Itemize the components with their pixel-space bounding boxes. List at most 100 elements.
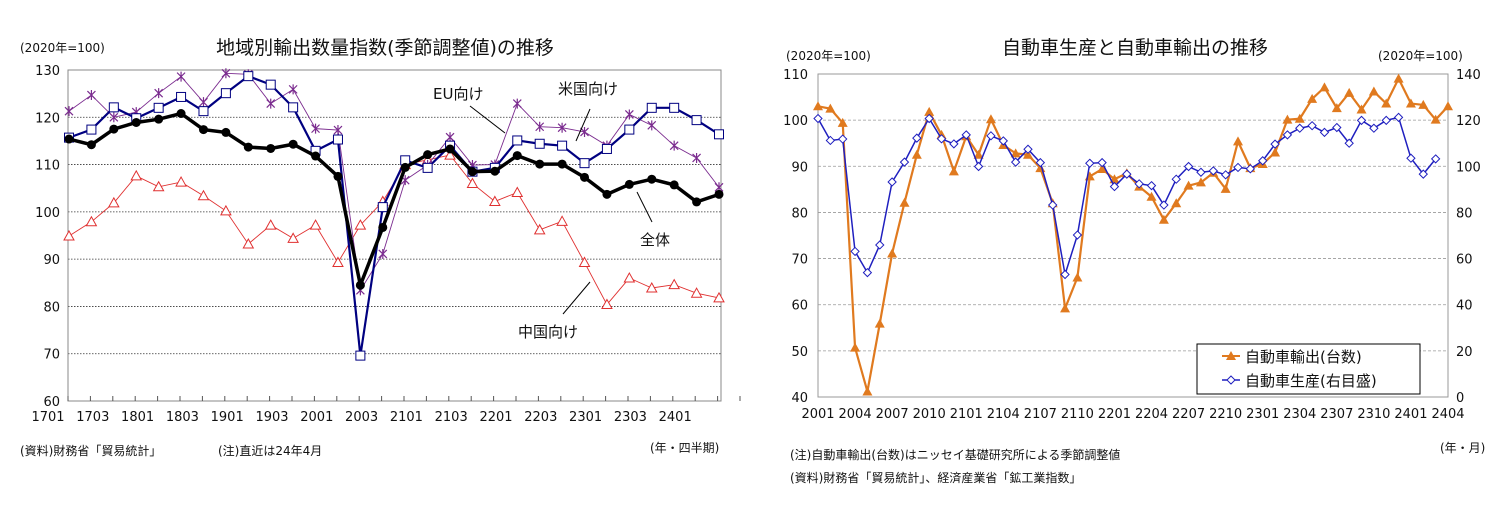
data-point-export bbox=[1307, 93, 1318, 103]
data-point bbox=[130, 169, 143, 181]
x-tick-label: 2010 bbox=[913, 407, 946, 422]
data-point-production bbox=[875, 240, 885, 250]
data-point-production bbox=[1418, 169, 1429, 179]
right-y-unit-left: (2020年=100) bbox=[786, 49, 871, 63]
data-point bbox=[199, 97, 208, 108]
data-point bbox=[601, 298, 613, 310]
data-point-export bbox=[1270, 147, 1281, 157]
legend-export: 自動車輸出(台数) bbox=[1245, 348, 1362, 366]
arrow-us bbox=[575, 108, 591, 142]
data-point bbox=[714, 129, 724, 140]
y-tick-label-right: 60 bbox=[1456, 253, 1473, 268]
data-point bbox=[578, 256, 591, 267]
data-point bbox=[176, 91, 187, 102]
x-tick-label: 2107 bbox=[1024, 407, 1057, 422]
data-point-export bbox=[973, 149, 984, 159]
data-point bbox=[646, 102, 657, 113]
data-point-production bbox=[1332, 122, 1342, 133]
data-point-production bbox=[1122, 169, 1132, 179]
x-tick-label: 2310 bbox=[1357, 407, 1390, 422]
data-point bbox=[557, 159, 567, 169]
data-point bbox=[198, 106, 209, 117]
data-point-production bbox=[850, 246, 860, 257]
legend: 自動車輸出(台数) 自動車生産(右目盛) bbox=[1196, 343, 1421, 395]
data-point-production bbox=[1146, 180, 1157, 191]
data-point-export bbox=[1282, 114, 1293, 124]
data-point-production bbox=[887, 177, 897, 187]
data-point-production bbox=[1220, 170, 1231, 180]
series-line bbox=[68, 154, 720, 306]
data-point bbox=[333, 125, 343, 136]
data-point-production bbox=[949, 139, 959, 149]
data-point-production bbox=[1183, 161, 1194, 172]
data-point bbox=[669, 102, 680, 113]
data-point bbox=[309, 219, 322, 230]
x-tick-label: 2204 bbox=[1135, 407, 1168, 422]
data-point-export bbox=[985, 114, 996, 124]
data-point-production bbox=[1047, 200, 1058, 210]
left-note: (注)直近は24年4月 bbox=[218, 443, 322, 458]
data-point bbox=[242, 237, 255, 249]
y-tick-label-left: 80 bbox=[791, 206, 808, 221]
data-point-production bbox=[1035, 157, 1046, 168]
data-point bbox=[669, 140, 679, 151]
data-point bbox=[580, 172, 590, 182]
data-point-production bbox=[1159, 200, 1169, 210]
data-point bbox=[175, 176, 187, 187]
data-point bbox=[400, 162, 410, 172]
data-point-export bbox=[1220, 183, 1231, 193]
label-china: 中国向け bbox=[518, 323, 578, 341]
data-point-export bbox=[1368, 86, 1379, 96]
arrow-china bbox=[562, 281, 591, 315]
data-point bbox=[287, 232, 299, 243]
data-point bbox=[264, 219, 277, 230]
data-point bbox=[109, 124, 119, 134]
data-point-production bbox=[825, 135, 836, 146]
data-point-export bbox=[837, 117, 848, 127]
x-tick-label: 2201 bbox=[1098, 407, 1131, 422]
data-point bbox=[154, 88, 164, 99]
data-point bbox=[466, 177, 479, 188]
data-point-production bbox=[1393, 112, 1404, 123]
data-point bbox=[602, 189, 612, 199]
data-point-production bbox=[961, 130, 971, 140]
data-point bbox=[220, 88, 231, 99]
data-point bbox=[220, 204, 232, 216]
x-tick-label: 2207 bbox=[1172, 407, 1205, 422]
data-point bbox=[512, 151, 522, 161]
y-tick-label-left: 100 bbox=[783, 114, 808, 129]
data-point-production bbox=[1245, 164, 1256, 174]
plot-frame bbox=[67, 69, 722, 402]
data-point bbox=[601, 143, 612, 154]
y-tick-label-right: 120 bbox=[1456, 114, 1481, 129]
data-point-export bbox=[1443, 101, 1453, 111]
data-point-production bbox=[1109, 181, 1120, 192]
y-tick-label: 100 bbox=[35, 206, 60, 221]
data-point bbox=[378, 222, 388, 232]
data-point-production bbox=[924, 113, 934, 124]
data-point-export bbox=[874, 318, 885, 328]
data-point-export bbox=[1010, 148, 1021, 158]
data-point bbox=[176, 109, 186, 119]
data-point-export bbox=[850, 342, 861, 352]
data-point-export bbox=[1405, 98, 1416, 108]
data-point bbox=[713, 291, 725, 303]
right-chart: 40 50 60 70 80 90 100 110 0 20 40 60 80 100 120 140 2001… bbox=[783, 68, 1481, 422]
data-point bbox=[288, 102, 299, 113]
data-point-production bbox=[1208, 166, 1219, 176]
y-tick-label-right: 80 bbox=[1456, 206, 1473, 221]
data-point-production bbox=[1060, 269, 1070, 280]
y-tick-label-left: 60 bbox=[791, 299, 808, 314]
data-point-production bbox=[1023, 144, 1033, 154]
y-tick-label-left: 40 bbox=[791, 391, 808, 406]
data-point-production bbox=[1406, 153, 1416, 163]
x-tick-label: 1903 bbox=[255, 410, 288, 425]
data-point bbox=[556, 215, 568, 226]
data-point-export bbox=[1331, 103, 1342, 113]
data-point bbox=[108, 102, 119, 113]
data-point-export bbox=[1195, 177, 1206, 187]
data-point bbox=[64, 106, 74, 117]
x-tick-label: 2104 bbox=[987, 407, 1020, 422]
data-point bbox=[64, 134, 74, 144]
data-point-production bbox=[986, 131, 996, 141]
